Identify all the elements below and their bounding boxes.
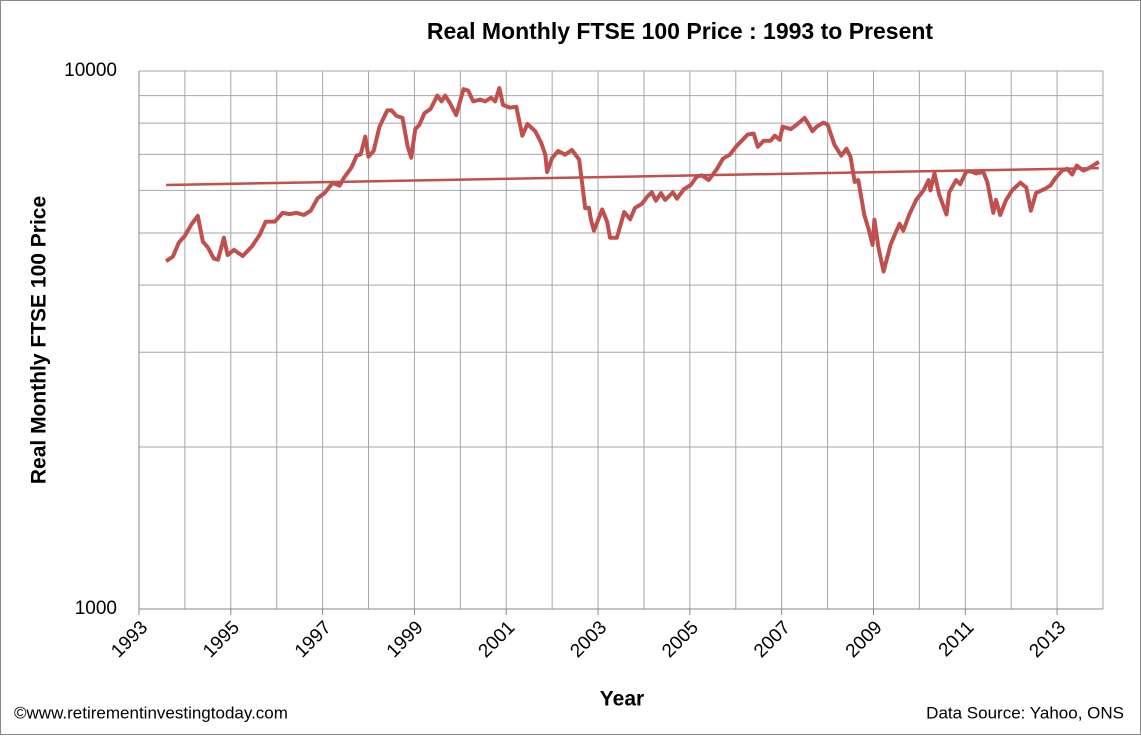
x-axis-label: Year	[600, 688, 644, 711]
data-line	[166, 166, 1099, 187]
y-tick-label: 1000	[75, 598, 117, 619]
y-axis-label: Real Monthly FTSE 100 Price	[28, 196, 51, 484]
data-source: Data Source: Yahoo, ONS	[926, 703, 1124, 722]
chart-title: Real Monthly FTSE 100 Price : 1993 to Pr…	[427, 18, 934, 44]
copyright: ©www.retirementinvestingtoday.com	[14, 703, 288, 722]
y-tick-label: 10000	[64, 60, 117, 81]
data-line	[164, 86, 1100, 274]
